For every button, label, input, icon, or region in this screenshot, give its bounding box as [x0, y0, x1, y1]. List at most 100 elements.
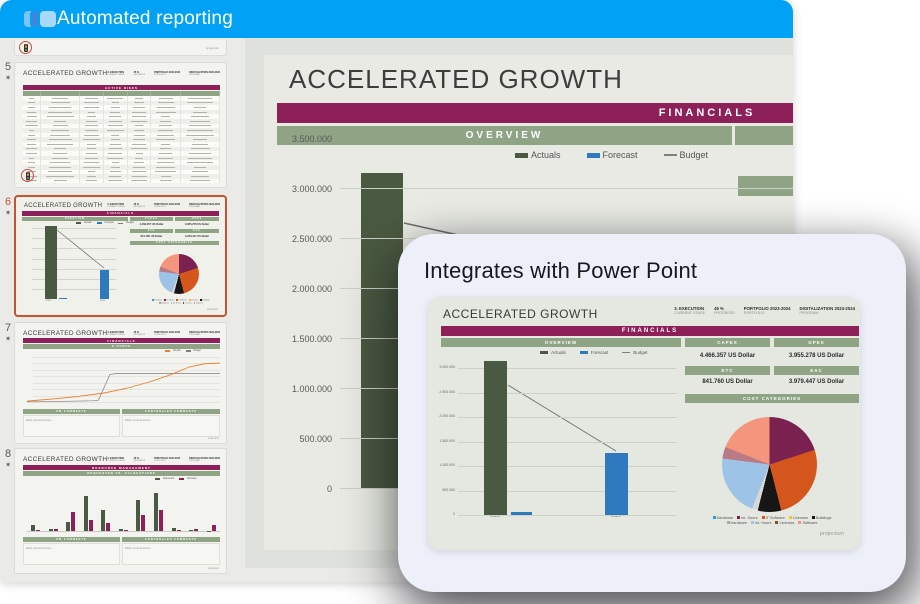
thumb8-comments-left-header: PM COMMENTS — [23, 537, 120, 542]
table-row — [23, 155, 220, 161]
mini-pie-legend: Hardware Int. Hours IT Software Licenses Bui… — [685, 516, 859, 526]
animation-star-icon: ✶ — [5, 462, 11, 469]
thumb6-pie-chart — [159, 254, 199, 294]
thumb6-actuals-bar — [45, 226, 57, 299]
capex-banner-clipped — [735, 126, 793, 145]
pie-legend-row: Hardware Int. Hours Licenses Software — [685, 521, 859, 526]
thumb8-banner: RESOURCE MANAGEMENT — [23, 465, 220, 470]
app-logo-icon — [24, 8, 64, 30]
mini-header-info: 3. EXECUTION CURRENT STAGE 45 % PROGRESS POR… — [665, 306, 855, 315]
table-row — [23, 137, 220, 142]
thumb6-chart-legend: Actuals Forecast Budget — [76, 222, 134, 224]
resource-bar-chart — [27, 481, 220, 532]
bar-pair — [31, 525, 41, 531]
thumb6-etc: ETC — [130, 229, 173, 233]
table-row — [23, 100, 220, 106]
thumb6-capex-value: 4.466.357 US Dollar — [139, 223, 164, 226]
legend-item: Budget — [663, 150, 708, 160]
mini-forecast-bar-2024 — [605, 452, 628, 515]
table-row — [23, 132, 220, 138]
table-row — [23, 96, 220, 101]
table-row — [23, 160, 220, 165]
thumb6-pie-legend: Hardware Int. Hours IT Software Licenses Bui… — [141, 299, 221, 305]
slide-thumbnail-7[interactable]: ACCELERATED GROWTH 3. EXECUTION CURRENT S… — [14, 322, 227, 444]
thumb8-chart-legend: Requested Allocated — [155, 478, 197, 480]
header-info-col: DIGITALIZATION 2023-2024 PROGRAM — [189, 71, 220, 76]
brand-mark: projectum — [208, 567, 219, 570]
gridline — [32, 268, 116, 270]
slide-number-7[interactable]: 7 — [4, 322, 12, 334]
header-info-col: PORTFOLIO 2023-2024 PORTFOLIO — [743, 306, 791, 315]
mini-slide-title: ACCELERATED GROWTH — [443, 307, 598, 321]
table-row — [23, 109, 220, 115]
gridline — [340, 188, 793, 189]
slide-thumbnail-panel[interactable]: projectum 5 ✶ ACCELERATED GROWTH 3. EXEC… — [0, 38, 245, 582]
header-info-col: 3. EXECUTION CURRENT STAGE — [674, 306, 706, 315]
slide-thumbnail-8[interactable]: ACCELERATED GROWTH 3. EXECUTION CURRENT S… — [14, 448, 227, 574]
mini-capex-value: 4.466.357 US Dollar — [699, 353, 756, 359]
risk-table — [23, 91, 220, 184]
slide-title: ACCELERATED GROWTH — [289, 64, 623, 94]
mini-y-tick: 500.000 — [442, 487, 455, 492]
mini-opex-value: 3.955.278 US Dollar — [788, 353, 845, 359]
slide-thumbnail-5[interactable]: ACCELERATED GROWTH 3. EXECUTION CURRENT S… — [14, 62, 227, 188]
mini-gridline — [458, 392, 676, 394]
legend-item: Actuals — [165, 350, 181, 352]
bar-pair — [48, 528, 58, 531]
financials-banner: FINANCIALS — [277, 103, 793, 123]
legend-item: Actuals — [76, 222, 92, 224]
bar-pair — [171, 528, 181, 531]
mini-etc-value: 841.760 US Dollar — [702, 379, 753, 385]
thumb7-chart-legend: Actuals Budget — [165, 350, 201, 352]
mini-y-tick: 0 — [453, 512, 455, 516]
bar-pair — [83, 496, 93, 531]
mini-etc-banner: ETC — [685, 366, 770, 375]
etc-banner-clipped — [738, 176, 793, 196]
thumb6-eac: EAC — [175, 229, 219, 233]
mini-gridline — [458, 368, 676, 369]
legend-item: Budget — [118, 222, 134, 224]
y-tick: 3.000.000 — [291, 184, 332, 194]
slide-number-8[interactable]: 8 — [4, 448, 12, 460]
thumb6-etc-value: 841.760 US Dollar — [140, 234, 163, 238]
thumb6-xlabel-2023: 2023 — [46, 300, 51, 302]
gridline — [32, 248, 116, 250]
table-row — [23, 128, 220, 133]
app-title: Automated reporting — [57, 8, 233, 29]
slide-thumbnail-6-selected[interactable]: ACCELERATED GROWTH 3. EXECUTION CURRENT S… — [14, 195, 227, 317]
thumb6-title: ACCELERATED GROWTH — [24, 203, 103, 209]
thumb8-comment-box-right[interactable]: Write comment here... — [122, 543, 220, 565]
legend-item: Forecast — [586, 150, 638, 160]
table-row — [23, 114, 220, 119]
bar-pair — [153, 493, 163, 531]
mini-gridline — [458, 417, 676, 418]
bar-pair — [206, 524, 216, 531]
thumb6-opex-value: 3.955.278 US Dollar — [185, 223, 209, 226]
thumb7-comment-box-right[interactable]: Write comment here... — [122, 415, 220, 437]
y-tick: 3.500.000 — [291, 134, 332, 144]
thumb6-capex: CAPEX — [130, 217, 173, 221]
legend-item: Budget — [622, 350, 648, 355]
slide-number-5[interactable]: 5 — [4, 61, 12, 73]
app-header: Automated reporting — [0, 0, 793, 38]
mini-y-tick: 1.500.000 — [439, 438, 455, 443]
overlay-title: Integrates with Power Point — [424, 258, 698, 283]
thumb7-sub-banner: S-CURVE — [23, 344, 220, 349]
thumb8-comment-box-left[interactable]: Write comment here... — [23, 543, 120, 565]
table-row — [23, 118, 220, 124]
table-row — [23, 105, 220, 110]
slide-thumbnail-partial[interactable]: projectum — [14, 40, 227, 56]
slide-number-6[interactable]: 6 — [4, 196, 12, 208]
mini-chart-legend: Actuals Forecast Budget — [540, 350, 648, 355]
gridline — [32, 228, 116, 229]
thumb7-comment-box-left[interactable]: Write comment here... — [23, 415, 120, 437]
header-info-col: 45 % PROGRESS — [133, 203, 146, 208]
y-tick: 2.000.000 — [291, 284, 332, 294]
legend-item: Actuals — [540, 350, 566, 355]
gridline — [32, 279, 116, 280]
actuals-bar — [361, 173, 403, 488]
header-info-col: DIGITALIZATION 2023-2024 PROGRAM — [799, 306, 855, 315]
gridline — [32, 289, 116, 290]
thumb6-eac-value: 3.979.447 US Dollar — [185, 234, 209, 238]
